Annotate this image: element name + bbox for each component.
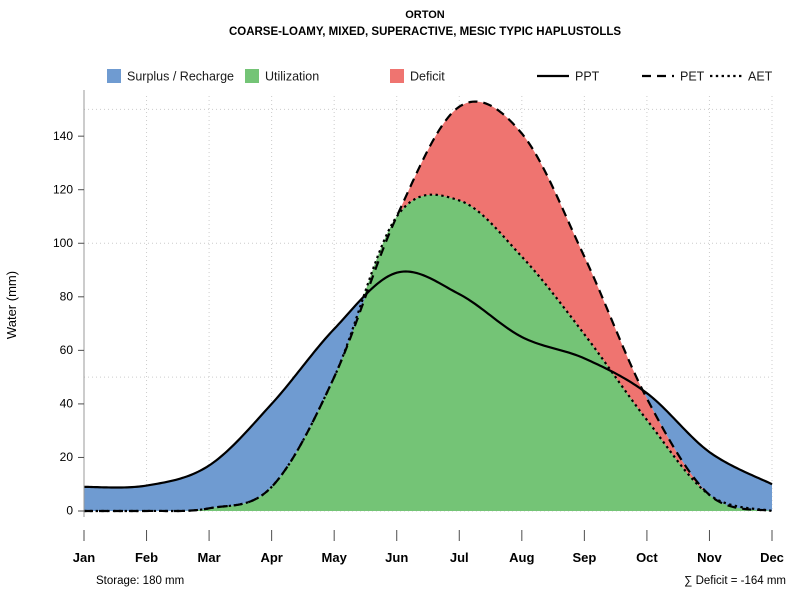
chart-legend: Surplus / Recharge Utilization Deficit PPT P… (107, 69, 773, 83)
y-tick-label: 20 (60, 450, 74, 464)
x-tick-label-feb: Feb (135, 550, 158, 565)
x-tick-label-may: May (322, 550, 348, 565)
y-tick-label: 140 (53, 129, 73, 143)
y-tick-label: 0 (66, 504, 73, 518)
curve-ppt (83, 270, 773, 489)
x-tick-label-oct: Oct (636, 550, 658, 565)
legend-swatch-2 (390, 69, 404, 83)
legend-label-2: Deficit (410, 69, 445, 83)
legend-swatch-0 (107, 69, 121, 83)
curve-aet (84, 193, 773, 513)
x-tick-label-jun: Jun (385, 550, 408, 565)
y-tick-label: 40 (60, 397, 74, 411)
x-tick-label-jan: Jan (73, 550, 95, 565)
deficit-note: ∑ Deficit = -164 mm (684, 575, 786, 587)
legend-line-label-ppt: PPT (575, 69, 600, 83)
region-surplus-recharge (84, 290, 368, 511)
y-axis-title: Water (mm) (4, 271, 19, 339)
legend-line-label-aet: AET (748, 69, 773, 83)
legend-label-1: Utilization (265, 69, 319, 83)
x-tick-label-apr: Apr (260, 550, 282, 565)
legend-label-0: Surplus / Recharge (127, 69, 234, 83)
axes: 0 20 40 60 80 100 120 140 Jan Feb Mar Apr May Jun Jul A… (53, 90, 784, 565)
x-tick-label-sep: Sep (572, 550, 596, 565)
region-deficit (398, 101, 710, 495)
x-tick-label-aug: Aug (509, 550, 534, 565)
series-curves (83, 100, 773, 513)
y-tick-label: 60 (60, 343, 74, 357)
x-tick-label-mar: Mar (198, 550, 221, 565)
x-tick-label-dec: Dec (760, 550, 784, 565)
y-tick-label: 120 (53, 182, 73, 196)
legend-line-label-pet: PET (680, 69, 705, 83)
y-tick-label: 100 (53, 236, 73, 250)
region-utilization (84, 194, 772, 511)
curve-pet (84, 100, 773, 513)
page-subtitle: COARSE-LOAMY, MIXED, SUPERACTIVE, MESIC … (229, 26, 621, 38)
x-tick-label-nov: Nov (697, 550, 722, 565)
page-title: ORTON (405, 9, 445, 21)
y-tick-label: 80 (60, 289, 74, 303)
x-tick-label-jul: Jul (450, 550, 469, 565)
storage-note: Storage: 180 mm (96, 575, 184, 587)
legend-swatch-1 (245, 69, 259, 83)
